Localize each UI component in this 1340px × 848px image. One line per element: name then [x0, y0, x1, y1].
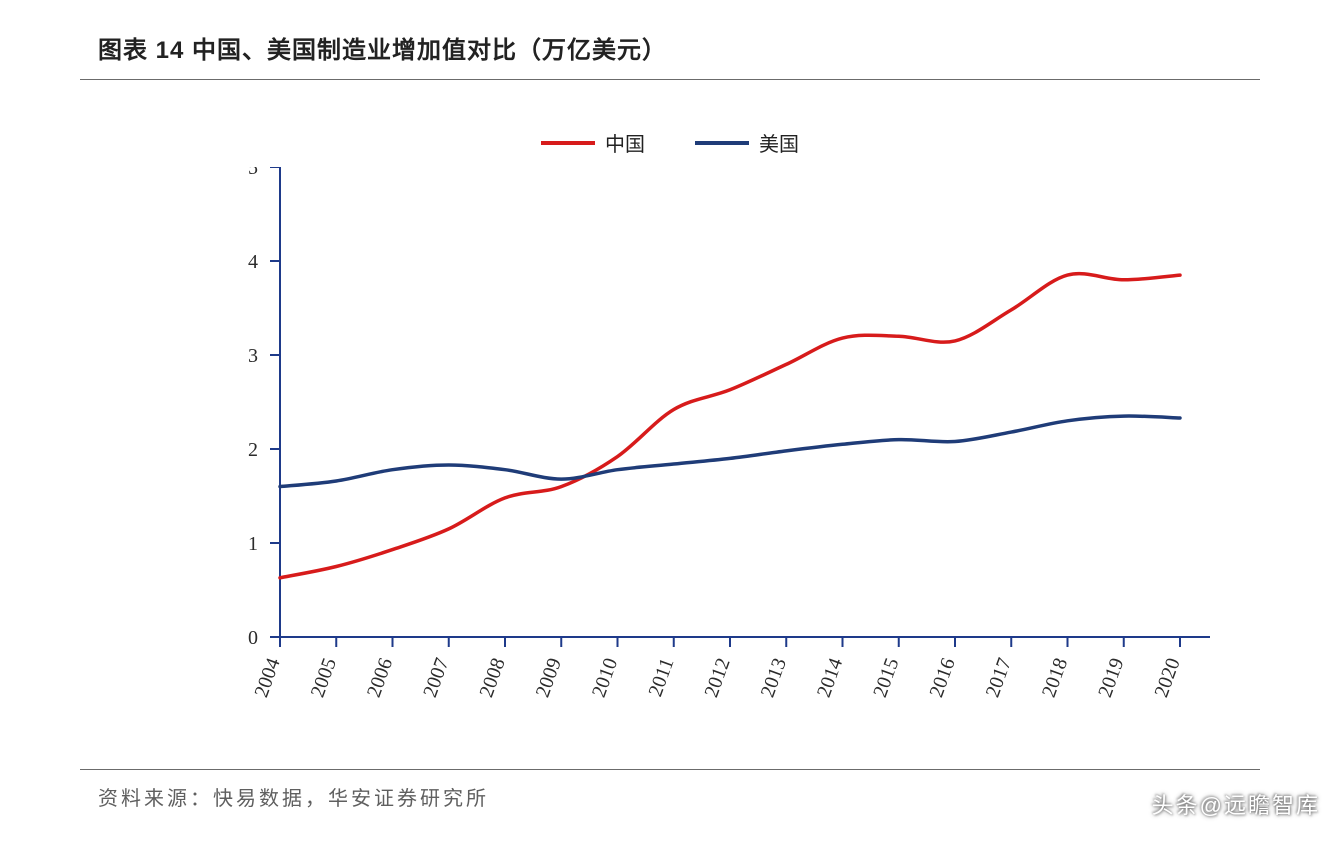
legend-label-china: 中国 — [605, 128, 645, 157]
x-tick-label: 2005 — [307, 655, 341, 700]
y-tick-label: 3 — [248, 345, 258, 367]
x-tick-label: 2020 — [1150, 655, 1184, 700]
chart-svg: 0 1 2 3 4 5 2004 2005 2006 2007 2008 2009 2010 2011 20… — [80, 167, 1260, 757]
legend-label-usa: 美国 — [759, 128, 799, 157]
x-tick-label: 2016 — [925, 655, 959, 700]
series-line-usa — [280, 416, 1180, 487]
y-tick-label: 1 — [248, 533, 258, 555]
legend-swatch-usa — [695, 141, 749, 145]
x-tick-label: 2007 — [419, 655, 453, 700]
x-tick-label: 2004 — [250, 655, 284, 700]
y-tick-label: 4 — [248, 251, 258, 273]
y-tick-label: 0 — [248, 627, 258, 649]
x-tick-label: 2019 — [1094, 655, 1128, 700]
y-tick-label: 2 — [248, 439, 258, 461]
source-row: 资料来源：快易数据，华安证券研究所 — [80, 769, 1260, 811]
source-text: 资料来源：快易数据，华安证券研究所 — [80, 782, 1260, 811]
x-tick-label: 2006 — [363, 655, 397, 700]
x-tick-label: 2010 — [588, 655, 622, 700]
chart-plot: 0 1 2 3 4 5 2004 2005 2006 2007 2008 2009 2010 2011 20… — [80, 167, 1260, 757]
x-tick-label: 2014 — [813, 655, 847, 700]
x-tick-label: 2012 — [700, 655, 734, 700]
x-tick-label: 2015 — [869, 655, 903, 700]
y-tick-label: 5 — [248, 167, 258, 179]
watermark: 头条@远瞻智库 — [1152, 788, 1320, 820]
x-tick-label: 2008 — [475, 655, 509, 700]
x-tick-label: 2017 — [982, 655, 1016, 700]
x-tick-label: 2011 — [644, 655, 678, 699]
legend-item-china: 中国 — [541, 128, 645, 157]
chart-figure: 图表 14 中国、美国制造业增加值对比（万亿美元） 中国 美国 0 1 2 3 4 5 20… — [0, 0, 1340, 848]
legend-swatch-china — [541, 141, 595, 145]
chart-title: 图表 14 中国、美国制造业增加值对比（万亿美元） — [80, 30, 1260, 80]
x-tick-label: 2013 — [757, 655, 791, 700]
legend-item-usa: 美国 — [695, 128, 799, 157]
x-tick-label: 2009 — [532, 655, 566, 700]
x-tick-label: 2018 — [1038, 655, 1072, 700]
legend: 中国 美国 — [80, 128, 1260, 157]
